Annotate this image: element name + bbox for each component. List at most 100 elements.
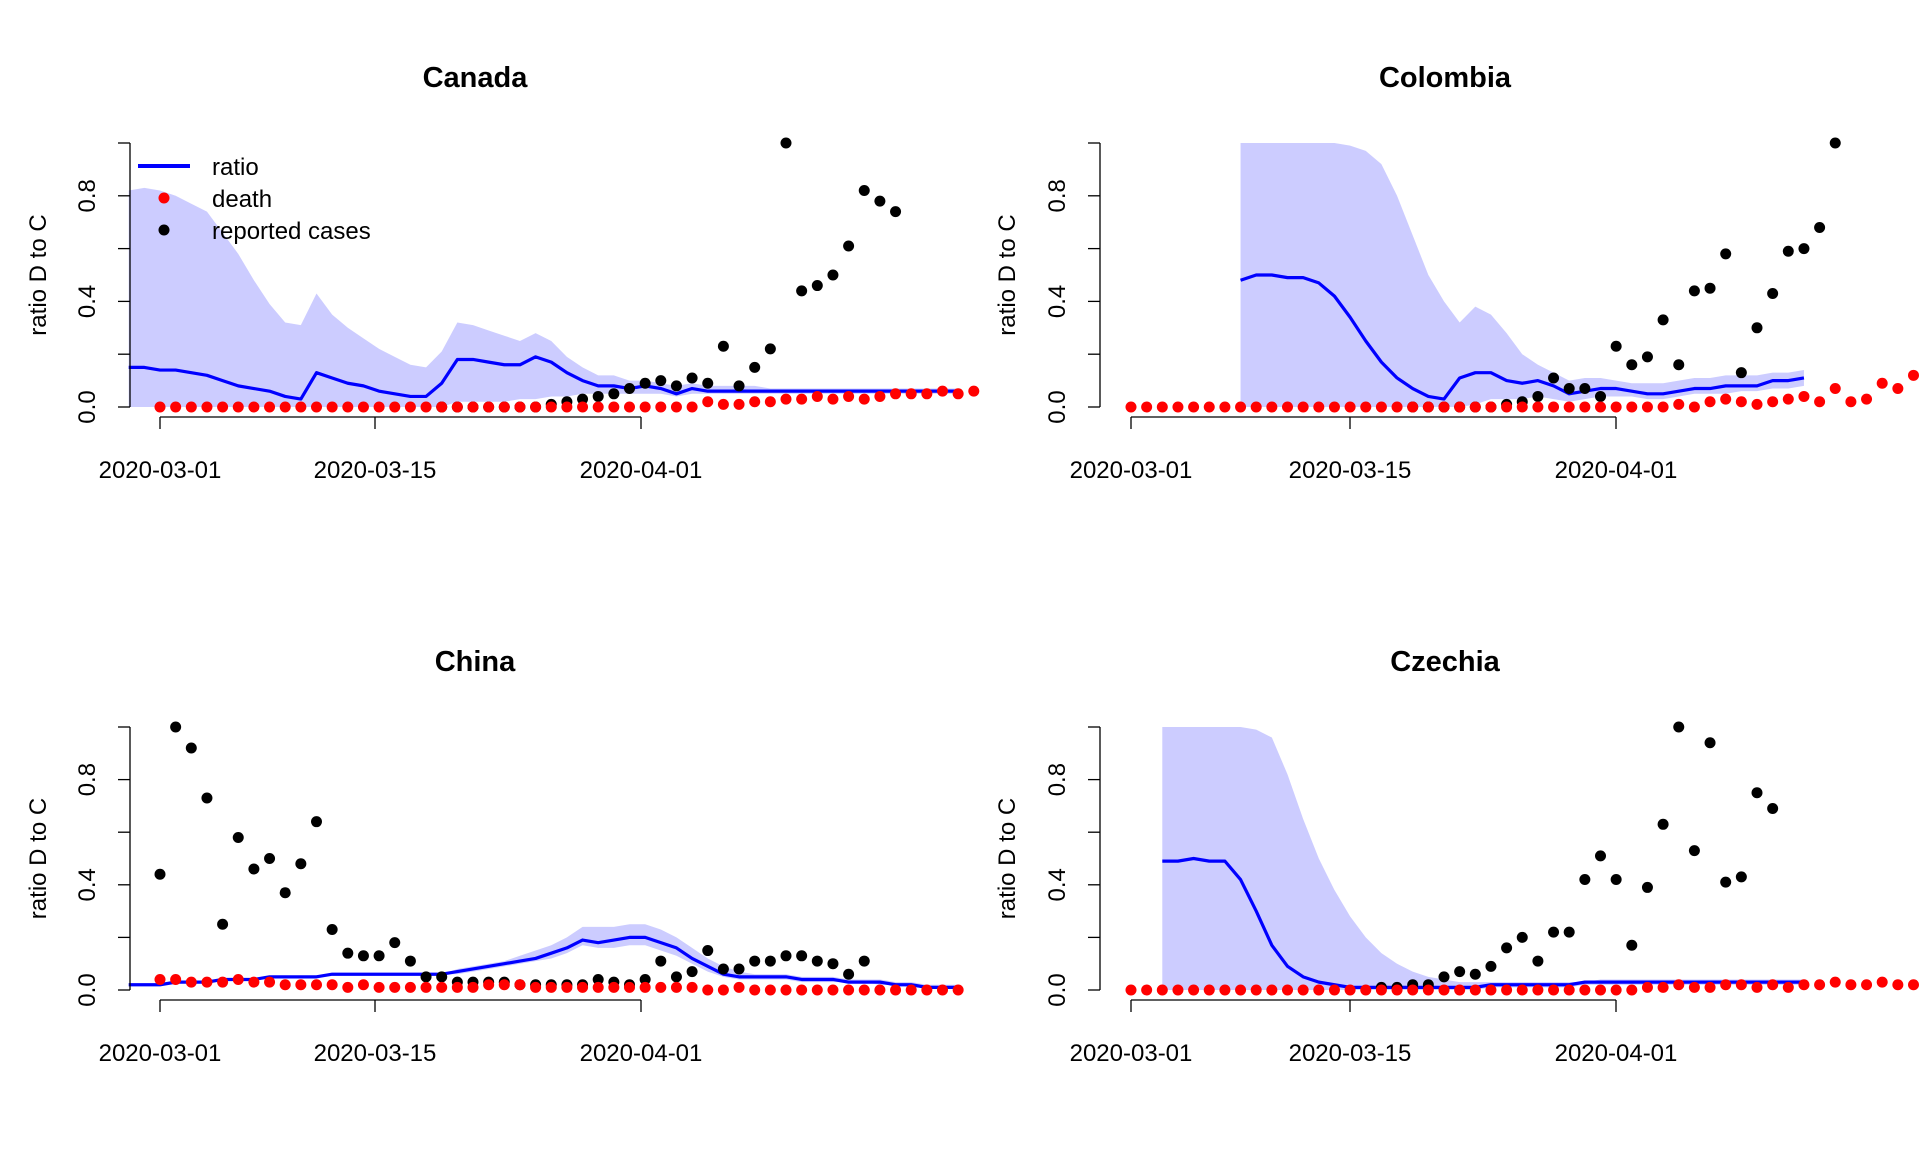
death-point (1876, 976, 1888, 988)
panel-canada: Canada ratio D to C 0.0 0.4 0.8 2020-03-01 202… (25, 62, 980, 484)
reported-cases-point (264, 853, 276, 864)
death-point (1125, 401, 1137, 413)
death-point (1767, 979, 1779, 991)
reported-cases-point (326, 924, 338, 936)
reported-cases-point (1563, 926, 1575, 938)
reported-cases-point (827, 269, 839, 281)
reported-cases-point (1501, 942, 1513, 954)
x-tick-label: 2020-03-01 (1070, 457, 1193, 484)
death-point (1704, 981, 1716, 993)
reported-cases-point (686, 372, 698, 384)
death-point (1579, 401, 1591, 413)
death-point (670, 401, 682, 413)
death-point (217, 976, 229, 988)
death-point (905, 388, 917, 400)
reported-cases-point (1720, 876, 1732, 888)
death-point (1532, 984, 1544, 996)
reported-cases-point (1610, 340, 1622, 352)
death-point (1485, 401, 1497, 413)
reported-cases-point (185, 742, 197, 754)
death-point (1610, 984, 1622, 996)
death-point (937, 385, 948, 397)
chart-title: Czechia (1390, 646, 1500, 678)
x-tick-label: 2020-03-01 (1070, 1040, 1193, 1067)
death-point (451, 401, 463, 413)
death-point (201, 976, 213, 988)
death-point (389, 401, 401, 413)
death-point (1829, 976, 1841, 988)
reported-cases-point (170, 721, 182, 733)
reported-cases-point (811, 955, 823, 967)
death-point (561, 401, 573, 413)
death-point (357, 401, 369, 413)
death-point (655, 981, 667, 993)
reported-cases-point (702, 377, 714, 389)
y-tick-label: 0.8 (1044, 763, 1071, 796)
death-point (1845, 396, 1857, 408)
death-point (952, 984, 964, 996)
death-point (1360, 984, 1372, 996)
death-point (1626, 984, 1638, 996)
death-point (1767, 396, 1779, 408)
reported-cases-point (1626, 939, 1638, 951)
reported-cases-point (217, 918, 229, 930)
reported-cases-point (1610, 874, 1622, 886)
reported-cases-point (1438, 971, 1450, 983)
death-point (1908, 979, 1919, 991)
death-point (1250, 401, 1262, 413)
reported-cases-point (1657, 314, 1669, 326)
death-point (545, 401, 557, 413)
death-point (749, 396, 761, 408)
death-point (1156, 984, 1168, 996)
death-point (1673, 398, 1685, 410)
death-point (717, 398, 729, 410)
death-point (1751, 981, 1763, 993)
death-point (1391, 984, 1403, 996)
reported-cases-point (1688, 845, 1700, 857)
reported-cases-point (420, 971, 432, 983)
death-point (843, 390, 855, 402)
death-point (1469, 984, 1481, 996)
y-tick-label: 0.0 (74, 390, 101, 423)
death-point (264, 976, 276, 988)
reported-cases-point (811, 280, 823, 292)
death-point (1360, 401, 1372, 413)
death-point (592, 401, 604, 413)
reported-cases-point (1485, 960, 1497, 972)
y-tick-label: 0.4 (74, 868, 101, 901)
death-point (1219, 401, 1231, 413)
death-point (326, 979, 338, 991)
death-point (1829, 383, 1841, 395)
death-point (389, 981, 401, 993)
reported-cases-point (1688, 285, 1700, 297)
death-point (373, 401, 385, 413)
reported-cases-point (827, 958, 839, 970)
reported-cases-point (311, 816, 322, 828)
reported-cases-point (655, 375, 667, 387)
death-point (1626, 401, 1638, 413)
death-point (404, 981, 416, 993)
reported-cases-point (436, 971, 448, 983)
death-point (1422, 401, 1434, 413)
death-point (1861, 393, 1873, 405)
reported-cases-point (1641, 351, 1653, 363)
death-point (1235, 984, 1247, 996)
death-point (717, 984, 729, 996)
reported-cases-point (1657, 818, 1669, 830)
death-point (890, 388, 902, 400)
death-point (498, 979, 510, 991)
reported-cases-point (843, 240, 855, 252)
death-point (264, 401, 276, 413)
death-point (248, 401, 260, 413)
death-point (577, 981, 589, 993)
death-point (764, 396, 776, 408)
panel-czechia: Czechia ratio D to C 0.0 0.4 0.8 2020-03-01 20… (994, 646, 1919, 1067)
death-point (624, 401, 635, 413)
death-point (811, 984, 823, 996)
death-point (858, 984, 870, 996)
death-point (1548, 984, 1560, 996)
death-point (311, 401, 322, 413)
death-point (937, 984, 948, 996)
